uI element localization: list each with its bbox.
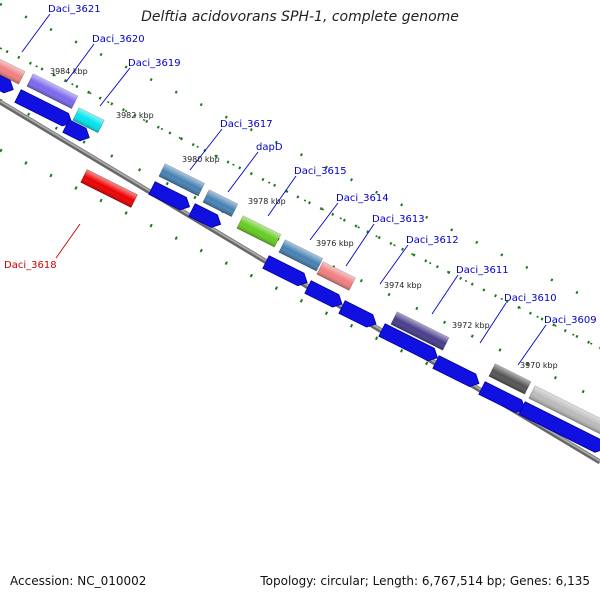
feature-label-reverse[interactable]: Daci_3618 (4, 260, 57, 271)
feature-shade (488, 363, 531, 395)
feature-label[interactable]: Daci_3611 (456, 265, 509, 276)
feature-label[interactable]: Daci_3612 (406, 235, 459, 246)
feature-label[interactable]: Daci_3610 (504, 293, 557, 304)
feature-block[interactable] (26, 73, 79, 110)
feature-label[interactable]: Daci_3613 (372, 214, 425, 225)
feature-label[interactable]: Daci_3619 (128, 58, 181, 69)
scale-tick-label: 3976 kbp (316, 239, 354, 248)
scale-tick-label: 3982 kbp (116, 111, 154, 120)
feature-labels: Daci_3621 Daci_3620 Daci_3619 Daci_3617 dapD… (4, 4, 597, 366)
label-leader (431, 274, 459, 315)
feature-label[interactable]: dapD (256, 142, 283, 153)
label-leader (99, 67, 131, 107)
scale-tick-label: 3970 kbp (520, 361, 558, 370)
scale-tick-label: 3980 kbp (182, 155, 220, 164)
label-leader (227, 151, 259, 193)
scale-tick-label: 3974 kbp (384, 281, 422, 290)
cds-arrow[interactable] (338, 300, 379, 331)
feature-shade (80, 169, 138, 208)
feature-label[interactable]: Daci_3614 (336, 193, 389, 204)
feature-shade (72, 107, 105, 133)
feature-shade (528, 385, 600, 435)
label-leader (479, 302, 507, 344)
feature-block[interactable] (202, 189, 239, 217)
feature-block[interactable] (0, 53, 26, 85)
scale-tick-label: 3972 kbp (452, 321, 490, 330)
label-leader (309, 202, 339, 241)
feature-label[interactable]: Daci_3617 (220, 119, 273, 130)
label-leader (345, 223, 375, 267)
cds-arrow[interactable] (432, 355, 482, 390)
feature-label[interactable]: Daci_3609 (544, 315, 597, 326)
cds-arrow[interactable] (378, 323, 441, 364)
feature-block[interactable] (528, 385, 600, 435)
cds-arrow[interactable] (0, 71, 16, 96)
feature-block[interactable] (236, 215, 282, 248)
feature-shade (0, 53, 25, 85)
feature-shade (390, 311, 450, 351)
label-leader (379, 244, 409, 285)
label-leader (65, 43, 95, 83)
feature-shade (202, 189, 238, 217)
gc-content-track (0, 2, 600, 452)
cds-arrow[interactable] (262, 255, 310, 289)
accession-text: Accession: NC_010002 (10, 574, 147, 588)
label-leader (189, 128, 223, 171)
feature-block[interactable] (488, 363, 532, 395)
feature-shade (158, 163, 205, 196)
feature-shade (278, 239, 323, 272)
scale-tick-label: 3978 kbp (248, 197, 286, 206)
label-leader (55, 223, 81, 259)
cds-arrow[interactable] (62, 119, 93, 144)
feature-track (0, 53, 600, 435)
scale-ticks: 3984 kbp 3982 kbp 3980 kbp 3978 kbp 3976 kbp… (50, 67, 558, 370)
genome-summary-text: Topology: circular; Length: 6,767,514 bp… (260, 574, 590, 588)
label-leader (21, 13, 51, 53)
feature-block[interactable] (158, 163, 205, 197)
feature-block[interactable] (390, 311, 450, 351)
feature-shade (236, 215, 281, 248)
label-leader (267, 175, 297, 217)
cds-track (0, 71, 600, 453)
feature-block-reverse[interactable] (80, 169, 138, 208)
cds-arrow[interactable] (188, 203, 224, 231)
feature-block[interactable] (278, 239, 324, 272)
feature-block[interactable] (316, 261, 356, 291)
gc-dot-line (0, 46, 600, 350)
feature-label[interactable]: Daci_3615 (294, 166, 347, 177)
cds-arrow[interactable] (148, 181, 193, 213)
feature-shade (316, 261, 356, 291)
gc-dot-line (0, 98, 600, 402)
feature-label[interactable]: Daci_3621 (48, 4, 101, 15)
feature-label[interactable]: Daci_3620 (92, 34, 145, 45)
cds-arrow[interactable] (304, 280, 345, 311)
scale-tick-label: 3984 kbp (50, 67, 88, 76)
map-title: Delftia acidovorans SPH-1, complete geno… (141, 9, 459, 25)
label-leader (517, 324, 547, 366)
feature-shade (26, 73, 78, 109)
feature-block[interactable] (72, 107, 105, 134)
